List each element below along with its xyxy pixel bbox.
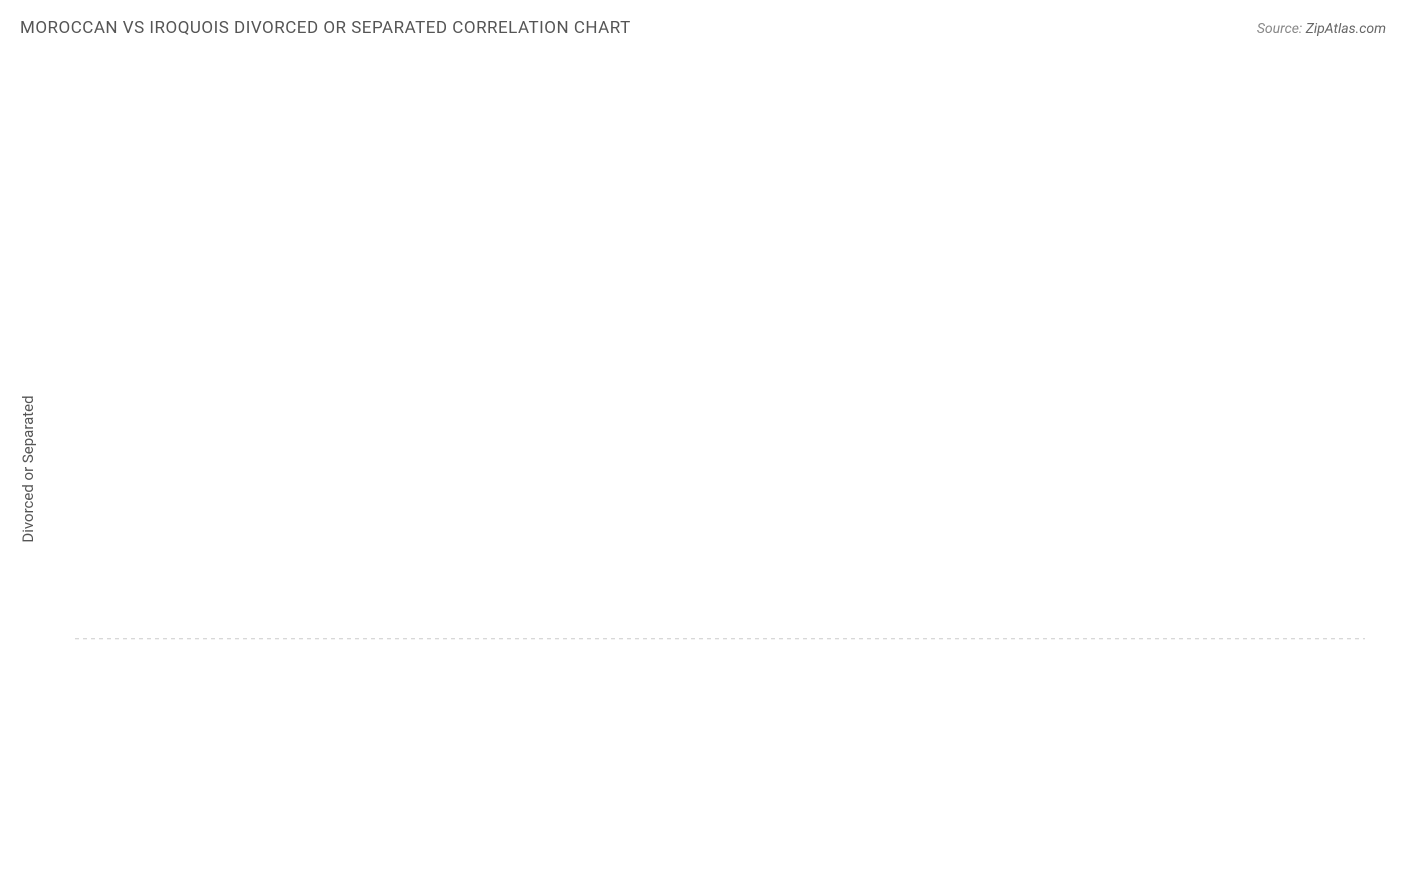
chart-header: MOROCCAN VS IROQUOIS DIVORCED OR SEPARAT… bbox=[20, 18, 1386, 38]
source-attribution: Source: ZipAtlas.com bbox=[1257, 21, 1386, 37]
chart-container: Divorced or Separated bbox=[20, 55, 1386, 882]
y-axis-label: Divorced or Separated bbox=[19, 395, 37, 542]
scatter-chart bbox=[20, 55, 1386, 880]
source-value: ZipAtlas.com bbox=[1306, 21, 1386, 37]
source-label: Source: bbox=[1257, 21, 1302, 37]
chart-title: MOROCCAN VS IROQUOIS DIVORCED OR SEPARAT… bbox=[20, 18, 631, 38]
